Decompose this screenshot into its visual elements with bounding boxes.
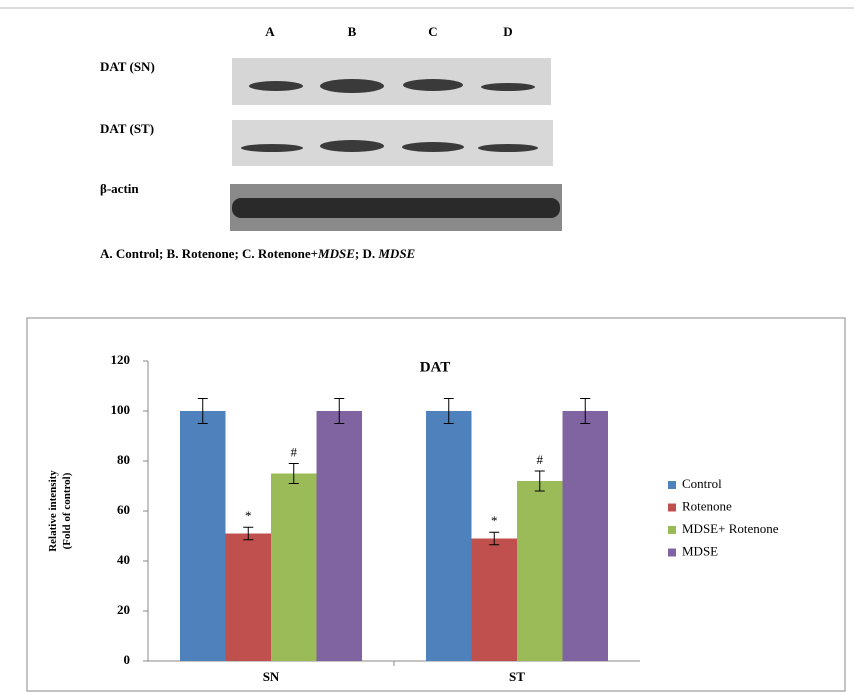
legend-swatch (668, 504, 676, 512)
row-label: DAT (ST) (100, 121, 154, 136)
y-axis-label-line: (Fold of control) (61, 472, 73, 549)
bar (426, 411, 472, 661)
y-axis-label: Relative intensity(Fold of control) (47, 470, 73, 552)
western-blot: A. Control; B. Rotenone; C. Rotenone+MDS… (100, 58, 562, 261)
lane-label: C (428, 24, 437, 39)
bar (517, 481, 563, 661)
bar (271, 474, 317, 662)
bar (472, 539, 518, 662)
actin-band (232, 198, 560, 218)
row-label: β-actin (100, 181, 139, 196)
legend-label: MDSE (682, 543, 718, 558)
y-tick-label: 0 (124, 652, 131, 667)
y-tick-label: 80 (117, 452, 130, 467)
significance-label: # (291, 444, 298, 459)
y-tick-label: 40 (117, 552, 130, 567)
bar (317, 411, 363, 661)
x-tick-label: ST (509, 669, 525, 684)
blot-panel (232, 120, 553, 166)
legend-swatch (668, 526, 676, 534)
bar (563, 411, 609, 661)
y-tick-label: 120 (111, 352, 131, 367)
caption: A. Control; B. Rotenone; C. Rotenone+MDS… (100, 246, 416, 261)
caption-text: A. Control; B. Rotenone; C. Rotenone+ (100, 246, 318, 261)
caption-text: ; D. (355, 246, 378, 261)
y-axis-label-line: Relative intensity (47, 470, 59, 552)
significance-label: * (491, 513, 498, 528)
lane-label: A (265, 24, 275, 39)
significance-label: # (537, 452, 544, 467)
row-label: DAT (SN) (100, 59, 155, 74)
legend-label: Control (682, 476, 722, 491)
legend-label: Rotenone (682, 498, 732, 513)
legend-label: MDSE+ Rotenone (682, 521, 779, 536)
y-tick-label: 100 (111, 402, 131, 417)
y-tick-label: 20 (117, 602, 130, 617)
legend-swatch (668, 549, 676, 557)
caption-text: MDSE (377, 246, 415, 261)
lane-label: D (503, 24, 512, 39)
y-tick-label: 60 (117, 502, 130, 517)
caption-text: MDSE (317, 246, 355, 261)
bar (226, 534, 272, 662)
lane-label: B (348, 24, 357, 39)
chart-title: DAT (420, 359, 451, 375)
x-tick-label: SN (263, 669, 280, 684)
figure: A. Control; B. Rotenone; C. Rotenone+MDS… (0, 0, 854, 692)
bar (180, 411, 226, 661)
legend-swatch (668, 481, 676, 489)
significance-label: * (245, 508, 252, 523)
